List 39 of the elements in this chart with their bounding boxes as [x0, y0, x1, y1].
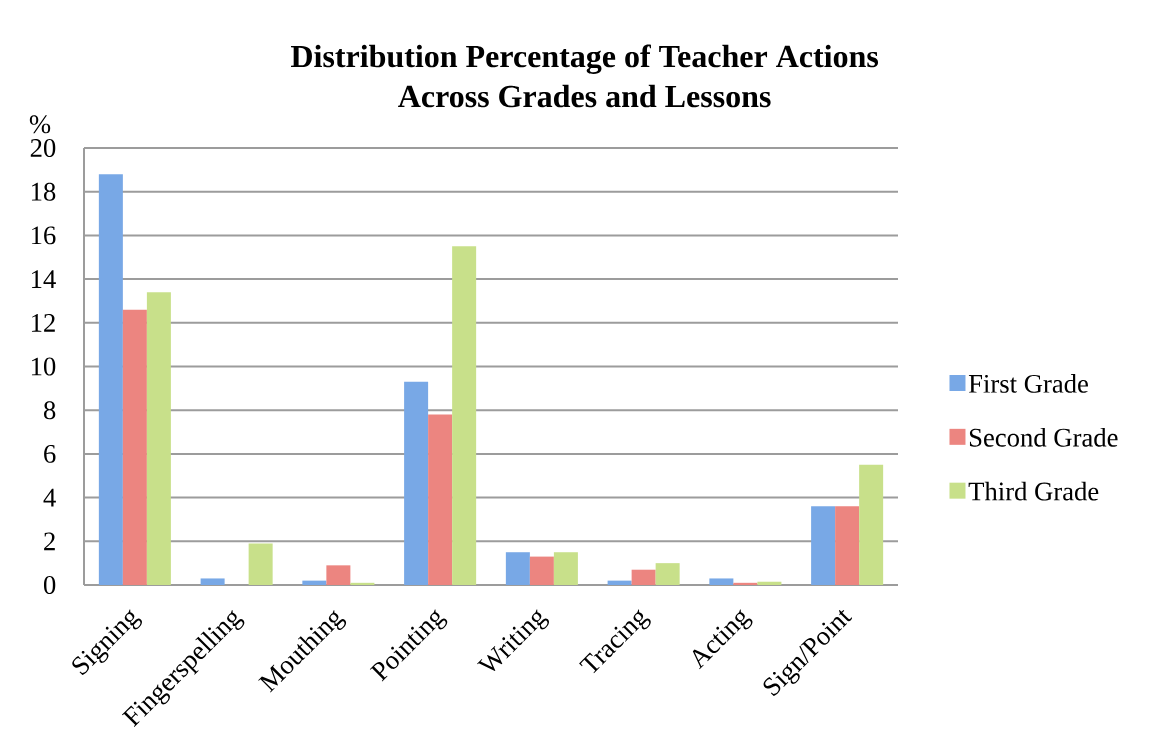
bar	[529, 556, 554, 585]
bar	[859, 464, 884, 585]
bar	[733, 582, 758, 585]
chart-title: Distribution Percentage of Teacher Actions Across Grades and Lessons	[291, 44, 879, 108]
bar	[757, 581, 782, 585]
bar	[122, 309, 147, 585]
legend-label: Third Grade	[968, 481, 1099, 501]
y-axis-title: %	[29, 115, 51, 134]
bar	[709, 578, 734, 585]
y-tick-label: 10	[31, 357, 56, 376]
y-tick-label: 6	[44, 444, 56, 463]
y-tick-label: 8	[43, 401, 56, 420]
bar	[607, 580, 632, 585]
bar	[248, 543, 273, 585]
bar	[404, 381, 429, 585]
bar	[452, 246, 477, 585]
bar	[811, 506, 836, 585]
bar	[631, 569, 656, 585]
y-tick-label: 12	[31, 313, 55, 332]
y-tick-label: 20	[30, 139, 56, 157]
y-tick-label: 14	[31, 270, 56, 288]
bar	[505, 552, 530, 585]
y-tick-label: 2	[44, 532, 55, 551]
bar	[835, 506, 860, 585]
bar	[428, 414, 453, 585]
y-tick-label: 0	[43, 576, 56, 594]
y-tick-label: 4	[43, 488, 56, 507]
legend-label: First Grade	[968, 374, 1088, 393]
bar	[350, 582, 375, 585]
y-tick-label: 16	[31, 226, 56, 245]
bar	[200, 578, 225, 585]
bar	[98, 174, 123, 585]
bar	[146, 292, 171, 585]
bar	[302, 580, 327, 585]
bar	[655, 563, 680, 585]
legend-label: Second Grade	[969, 427, 1118, 447]
bar	[553, 552, 578, 585]
bar	[326, 565, 351, 585]
y-tick-label: 18	[31, 182, 56, 201]
